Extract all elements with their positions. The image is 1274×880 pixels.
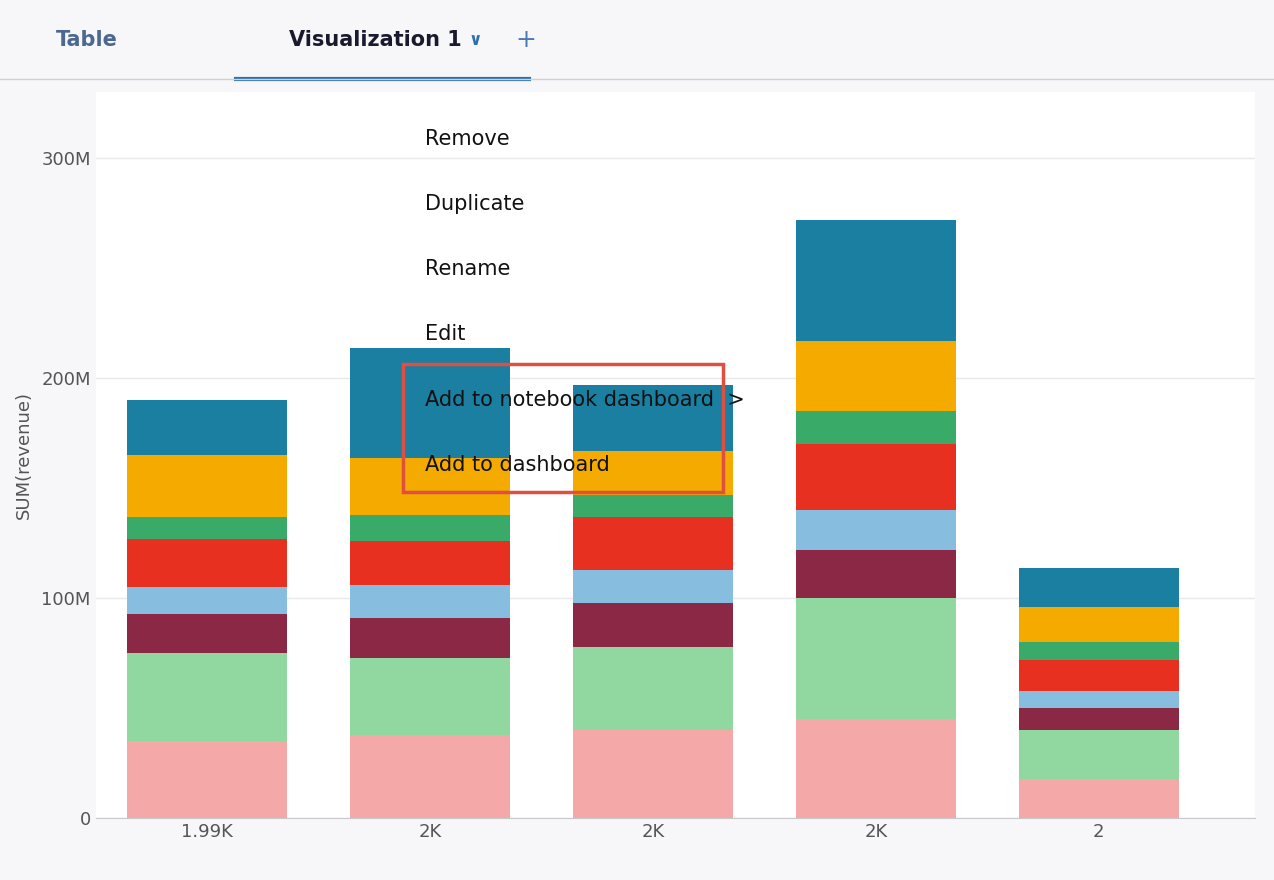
Bar xyxy=(573,730,733,818)
Bar xyxy=(1019,779,1178,818)
Bar xyxy=(795,510,956,550)
Text: Visualization 1: Visualization 1 xyxy=(289,30,462,50)
Bar xyxy=(573,451,733,495)
Text: Table: Table xyxy=(56,30,117,50)
Bar xyxy=(349,618,510,657)
Bar xyxy=(349,515,510,541)
Bar xyxy=(573,517,733,570)
Bar xyxy=(349,735,510,818)
Bar xyxy=(127,400,288,455)
Text: Rename: Rename xyxy=(426,259,511,279)
Bar xyxy=(349,458,510,515)
Text: Duplicate: Duplicate xyxy=(426,194,525,214)
Bar xyxy=(127,455,288,517)
Bar xyxy=(573,495,733,517)
Bar xyxy=(1019,642,1178,660)
Bar xyxy=(795,411,956,444)
Bar xyxy=(573,570,733,603)
Bar xyxy=(127,588,288,614)
Bar xyxy=(349,541,510,585)
Bar xyxy=(1019,660,1178,691)
Text: Edit: Edit xyxy=(426,325,465,344)
Bar xyxy=(1019,691,1178,708)
Bar xyxy=(127,741,288,818)
Bar xyxy=(349,585,510,618)
Bar xyxy=(127,539,288,588)
Bar xyxy=(127,653,288,741)
Bar xyxy=(795,719,956,818)
Text: Remove: Remove xyxy=(426,128,510,149)
Y-axis label: SUM(revenue): SUM(revenue) xyxy=(15,392,33,519)
Bar xyxy=(795,444,956,510)
Bar xyxy=(127,614,288,653)
Bar xyxy=(127,517,288,539)
Text: ∨: ∨ xyxy=(469,31,482,49)
Bar xyxy=(573,603,733,647)
Text: +: + xyxy=(516,28,536,52)
Bar xyxy=(1019,568,1178,607)
Bar xyxy=(349,348,510,458)
Bar xyxy=(795,598,956,719)
Bar xyxy=(1019,607,1178,642)
Bar xyxy=(573,385,733,451)
Bar xyxy=(1019,708,1178,730)
Bar xyxy=(349,657,510,735)
Bar xyxy=(795,220,956,341)
Bar xyxy=(1019,730,1178,779)
Bar xyxy=(573,647,733,730)
Text: Add to dashboard: Add to dashboard xyxy=(426,455,610,474)
Text: Add to notebook dashboard  >: Add to notebook dashboard > xyxy=(426,390,745,409)
Bar xyxy=(795,550,956,598)
Bar xyxy=(795,341,956,411)
